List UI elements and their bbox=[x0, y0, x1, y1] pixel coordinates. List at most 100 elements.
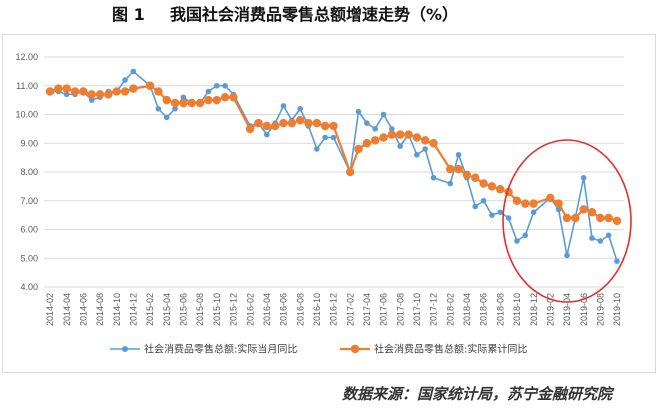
cumulative-yoy-point bbox=[329, 121, 338, 131]
monthly-yoy-point bbox=[213, 82, 220, 89]
cumulative-yoy-point bbox=[320, 121, 330, 131]
x-tick-label: 2018-08 bbox=[495, 293, 505, 326]
x-tick-label: 2015-02 bbox=[145, 293, 155, 326]
monthly-yoy-point bbox=[297, 105, 303, 112]
monthly-yoy-point bbox=[130, 68, 137, 75]
cumulative-yoy-point bbox=[379, 133, 388, 142]
x-tick-label: 2018-06 bbox=[479, 293, 489, 326]
x-tick-label: 2016-12 bbox=[329, 293, 339, 326]
x-tick-label: 2015-04 bbox=[162, 293, 172, 326]
cumulative-yoy-point bbox=[562, 213, 572, 223]
x-tick-label: 2019-06 bbox=[579, 293, 589, 326]
monthly-yoy-point bbox=[280, 103, 287, 109]
y-tick-label: 4.00 bbox=[20, 282, 38, 292]
x-tick-label: 2014-10 bbox=[112, 293, 122, 326]
x-tick-label: 2014-02 bbox=[45, 293, 55, 326]
legend-label-monthly: 社会消费品零售总额:实际当月同比 bbox=[144, 343, 297, 356]
cumulative-yoy-point bbox=[279, 118, 288, 128]
legend-item-monthly: 社会消费品零售总额:实际当月同比 bbox=[110, 343, 297, 356]
cumulative-yoy-point bbox=[370, 136, 380, 145]
cumulative-yoy-point bbox=[612, 216, 622, 226]
x-tick-label: 2016-06 bbox=[279, 293, 289, 326]
cumulative-yoy-point bbox=[145, 81, 155, 90]
cumulative-yoy-point bbox=[421, 136, 430, 145]
monthly-yoy-point bbox=[597, 238, 604, 244]
cumulative-yoy-point bbox=[104, 90, 113, 99]
x-tick-label: 2017-12 bbox=[429, 293, 439, 326]
cumulative-yoy-point bbox=[471, 173, 480, 182]
y-axis-tick-labels: 12.00 11.00 10.00 9.00 8.00 7.00 6.00 5.00 4.00 bbox=[15, 52, 38, 292]
cumulative-yoy-point bbox=[170, 98, 180, 108]
x-tick-label: 2015-06 bbox=[179, 293, 189, 326]
monthly-yoy-point bbox=[88, 97, 95, 103]
x-tick-label: 2017-06 bbox=[379, 293, 389, 326]
monthly-yoy-point bbox=[564, 252, 570, 259]
monthly-yoy-point bbox=[605, 232, 612, 239]
cumulative-yoy-point bbox=[204, 95, 213, 105]
x-tick-label: 2018-10 bbox=[512, 293, 522, 326]
x-tick-label: 2015-12 bbox=[229, 293, 239, 326]
monthly-yoy-point bbox=[172, 105, 178, 112]
x-tick-label: 2019-10 bbox=[612, 293, 622, 326]
x-tick-label: 2019-08 bbox=[595, 293, 605, 326]
monthly-yoy-point bbox=[364, 120, 370, 126]
monthly-yoy-line bbox=[50, 70, 618, 262]
monthly-yoy-point bbox=[163, 114, 170, 121]
gridlines bbox=[44, 56, 624, 288]
monthly-yoy-point bbox=[222, 82, 228, 89]
cumulative-yoy-point bbox=[54, 84, 63, 93]
x-tick-label: 2018-12 bbox=[529, 293, 539, 326]
cumulative-yoy-point bbox=[295, 116, 305, 125]
x-tick-label: 2015-08 bbox=[195, 293, 205, 326]
cumulative-yoy-point bbox=[195, 98, 205, 108]
cumulative-yoy-point bbox=[429, 139, 438, 148]
cumulative-yoy-point bbox=[362, 139, 372, 148]
cumulative-yoy-point bbox=[571, 213, 580, 223]
cumulative-yoy-point bbox=[112, 87, 121, 96]
monthly-yoy-point bbox=[614, 258, 620, 264]
cumulative-yoy-point bbox=[212, 95, 221, 105]
monthly-yoy-point bbox=[397, 143, 404, 149]
cumulative-yoy-point bbox=[345, 167, 355, 177]
monthly-yoy-point bbox=[180, 94, 187, 101]
monthly-yoy-point bbox=[263, 131, 270, 138]
cumulative-yoy-point bbox=[262, 121, 271, 131]
monthly-yoy-point bbox=[414, 151, 420, 158]
cumulative-yoy-point bbox=[95, 90, 105, 99]
highlight-circle bbox=[502, 139, 632, 303]
cumulative-yoy-point bbox=[229, 93, 238, 102]
chart-title-text: 我国社会消费品零售总额增速走势（%） bbox=[170, 5, 458, 24]
cumulative-yoy-point bbox=[554, 199, 563, 208]
x-tick-label: 2016-10 bbox=[312, 293, 322, 326]
cumulative-yoy-point bbox=[546, 193, 555, 203]
series-layer bbox=[45, 68, 622, 264]
cumulative-yoy-point bbox=[604, 213, 613, 223]
y-tick-label: 10.00 bbox=[15, 110, 38, 120]
cumulative-yoy-point bbox=[387, 130, 397, 139]
cumulative-yoy-point bbox=[62, 84, 71, 93]
legend-marker-cumulative-icon bbox=[350, 344, 360, 354]
cumulative-yoy-point bbox=[396, 130, 405, 139]
cumulative-yoy-point bbox=[45, 87, 55, 96]
x-tick-label: 2014-04 bbox=[62, 293, 72, 326]
y-tick-label: 11.00 bbox=[16, 81, 38, 91]
figure-label: 图 1 bbox=[112, 5, 145, 24]
cumulative-yoy-point bbox=[354, 144, 363, 154]
monthly-yoy-point bbox=[589, 235, 595, 241]
cumulative-yoy-point bbox=[487, 182, 497, 191]
cumulative-yoy-point bbox=[412, 133, 422, 142]
monthly-yoy-point bbox=[430, 174, 437, 181]
cumulative-yoy-point bbox=[312, 118, 322, 128]
y-tick-label: 6.00 bbox=[20, 225, 38, 235]
monthly-yoy-point bbox=[355, 108, 362, 115]
cumulative-yoy-point bbox=[446, 164, 455, 174]
monthly-yoy-point bbox=[472, 203, 479, 210]
series-cumulative-yoy bbox=[45, 81, 622, 226]
cumulative-yoy-point bbox=[70, 87, 80, 96]
x-tick-label: 2014-08 bbox=[95, 293, 105, 326]
cumulative-yoy-point bbox=[579, 205, 588, 214]
x-tick-label: 2016-04 bbox=[262, 293, 272, 326]
cumulative-yoy-point bbox=[462, 170, 472, 180]
monthly-yoy-point bbox=[380, 111, 387, 118]
monthly-yoy-point bbox=[122, 77, 128, 83]
